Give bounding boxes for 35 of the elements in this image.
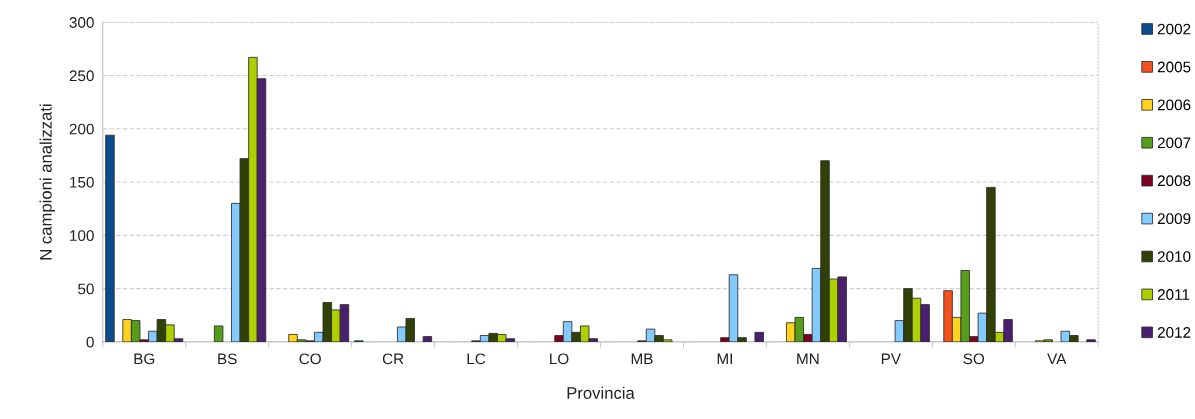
bar	[213, 325, 224, 342]
legend-label: 2010	[1157, 251, 1191, 262]
y-tick-label: 100	[70, 230, 94, 242]
bar	[105, 134, 115, 342]
legend-label: 2005	[1157, 61, 1191, 73]
x-tick-label: PV	[881, 353, 901, 365]
bar	[754, 331, 764, 342]
x-tick-label: CO	[299, 353, 321, 365]
y-tick-label: 0	[86, 336, 94, 348]
x-tick-label: MB	[631, 353, 653, 365]
x-axis-title: Provincia	[567, 386, 635, 399]
x-tick-label: BG	[134, 353, 155, 365]
x-tick-label: SO	[963, 353, 985, 365]
x-tick-label: BS	[218, 353, 237, 365]
x-tick-label: LC	[467, 353, 486, 365]
legend-label: 2011	[1157, 289, 1190, 300]
x-tick-label: VA	[1047, 353, 1067, 365]
legend-label: 2012	[1157, 327, 1191, 338]
y-tick-label: 50	[78, 283, 94, 295]
legend-label: 2006	[1157, 99, 1191, 111]
bar	[1086, 339, 1096, 342]
y-axis-title: N campioni analizzati	[39, 104, 56, 260]
x-tick-label: LO	[550, 353, 569, 365]
y-tick-label: 150	[70, 176, 94, 188]
y-tick-label: 250	[69, 70, 94, 82]
x-tick-label: CR	[382, 353, 404, 365]
x-tick-label: MI	[717, 353, 732, 365]
bar	[422, 336, 433, 342]
legend-label: 2007	[1157, 137, 1191, 149]
legend-label: 2009	[1157, 213, 1191, 225]
x-tick-label: MN	[797, 353, 819, 365]
legend-label: 2008	[1157, 175, 1191, 187]
y-tick-label: 300	[69, 17, 94, 28]
legend-label: 2002	[1157, 23, 1191, 35]
y-tick-label: 200	[69, 123, 94, 135]
